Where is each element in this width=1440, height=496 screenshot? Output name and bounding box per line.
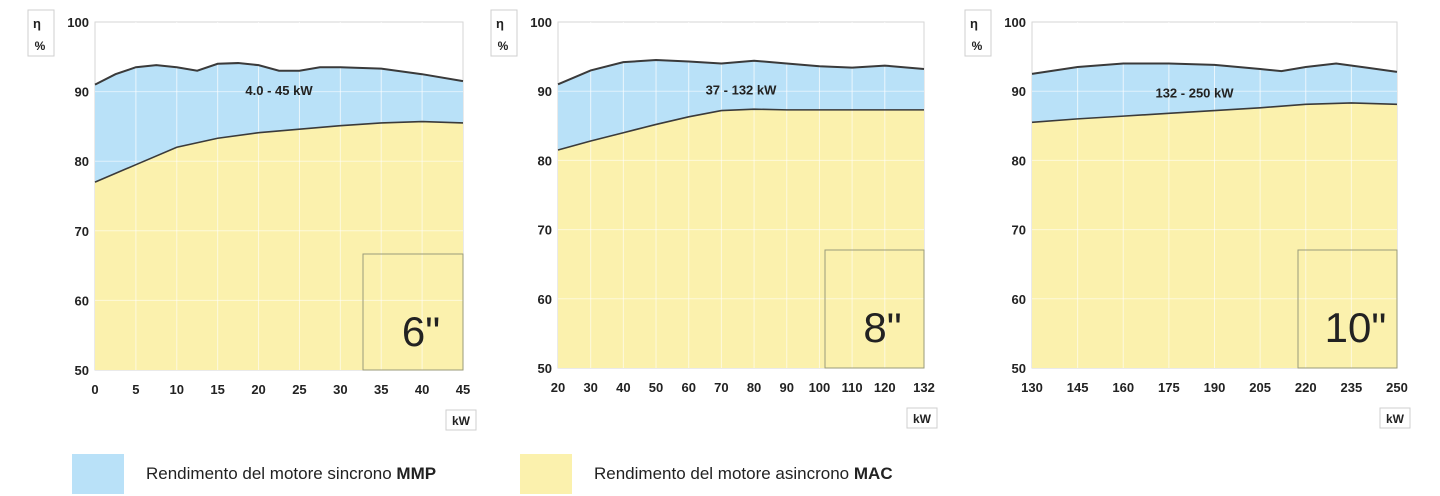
x-tick-label: 5 [132, 382, 139, 397]
x-tick-label: 30 [333, 382, 347, 397]
mmp-area [95, 63, 463, 183]
y-label-percent: % [972, 39, 983, 53]
mmp-curve [94, 62, 464, 86]
x-tick-label: 70 [714, 380, 728, 395]
y-label-box [27, 9, 55, 57]
x-label-box [906, 407, 938, 429]
y-label-eta: η [33, 16, 41, 31]
x-tick-label: 40 [616, 380, 630, 395]
y-tick-label: 60 [538, 292, 552, 307]
y-tick-label: 90 [538, 84, 552, 99]
x-tick-label: 160 [1112, 380, 1134, 395]
y-tick-label: 70 [75, 224, 89, 239]
size-box [1297, 249, 1398, 369]
y-tick-label: 80 [538, 153, 552, 168]
y-tick-label: 60 [1012, 292, 1026, 307]
x-tick-label: 190 [1204, 380, 1226, 395]
x-tick-label: 250 [1386, 380, 1408, 395]
x-tick-label: 120 [874, 380, 896, 395]
x-tick-label: 220 [1295, 380, 1317, 395]
y-tick-label: 100 [1004, 15, 1026, 30]
mmp-curve [1031, 62, 1398, 75]
x-tick-label: 0 [91, 382, 98, 397]
x-tick-label: 20 [551, 380, 565, 395]
x-tick-label: 90 [780, 380, 794, 395]
y-label-box [964, 9, 992, 57]
x-tick-label: 205 [1249, 380, 1271, 395]
x-tick-label: 35 [374, 382, 388, 397]
y-label-box [490, 9, 518, 57]
y-tick-label: 80 [1012, 153, 1026, 168]
legend-label-mac: Rendimento del motore asincrono MAC [594, 464, 893, 483]
x-tick-label: 130 [1021, 380, 1043, 395]
range-label: 4.0 - 45 kW [245, 83, 313, 98]
y-label-percent: % [35, 39, 46, 53]
x-tick-label: 100 [809, 380, 831, 395]
size-box [824, 249, 925, 369]
y-tick-label: 60 [75, 293, 89, 308]
mmp-area [558, 60, 924, 151]
legend-swatch-mmp [72, 454, 124, 494]
y-tick-label: 70 [538, 223, 552, 238]
x-tick-label: 50 [649, 380, 663, 395]
range-label: 37 - 132 kW [706, 83, 778, 98]
y-tick-label: 50 [538, 361, 552, 376]
y-tick-label: 80 [75, 154, 89, 169]
mmp-curve [557, 59, 925, 86]
y-tick-label: 100 [530, 15, 552, 30]
x-tick-label: 145 [1067, 380, 1089, 395]
y-tick-label: 100 [67, 15, 89, 30]
x-tick-label: 235 [1341, 380, 1363, 395]
x-tick-label: 20 [251, 382, 265, 397]
x-tick-label: 175 [1158, 380, 1180, 395]
mac-curve [1031, 102, 1398, 124]
size-label: 6" [402, 308, 440, 355]
range-label: 132 - 250 kW [1155, 86, 1234, 101]
x-tick-label: 25 [292, 382, 306, 397]
mac-curve [557, 108, 924, 151]
y-tick-label: 50 [75, 363, 89, 378]
x-tick-label: 132 [913, 380, 935, 395]
x-label-box [1379, 407, 1411, 429]
legend-swatch-mac [520, 454, 572, 494]
y-tick-label: 90 [1012, 84, 1026, 99]
x-tick-label: 15 [210, 382, 224, 397]
y-tick-label: 90 [75, 85, 89, 100]
mac-area [558, 109, 924, 368]
chart-1: 6" 4.0 - 45 kW 50 60 70 80 90 100 0 5 10 15 20 25 30 35… [27, 9, 477, 431]
y-label-percent: % [498, 39, 509, 53]
mac-area [95, 121, 463, 370]
x-tick-label: 80 [747, 380, 761, 395]
chart-2: 8" 37 - 132 kW 50 60 70 80 90 100 20 30 40 50 60 70 80… [490, 9, 938, 429]
size-label: 10" [1325, 304, 1387, 351]
y-label-eta: η [970, 16, 978, 31]
y-label-eta: η [496, 16, 504, 31]
x-label: kW [1386, 412, 1405, 426]
legend-item-mac: Rendimento del motore asincrono MAC [520, 452, 893, 496]
y-tick-label: 70 [1012, 223, 1026, 238]
size-label: 8" [863, 304, 901, 351]
efficiency-charts: 6" 4.0 - 45 kW 50 60 70 80 90 100 0 5 10 15 20 25 30 35… [27, 9, 1411, 431]
chart-3: 10" 132 - 250 kW 50 60 70 80 90 100 130 145 160 175… [964, 9, 1411, 429]
legend-label-mmp: Rendimento del motore sincrono MMP [146, 464, 437, 483]
x-tick-label: 110 [842, 380, 863, 395]
legend-item-mmp: Rendimento del motore sincrono MMP [72, 452, 436, 496]
x-tick-label: 60 [681, 380, 695, 395]
x-label: kW [452, 414, 471, 428]
x-tick-label: 40 [415, 382, 429, 397]
x-label: kW [913, 412, 932, 426]
x-tick-label: 30 [583, 380, 597, 395]
x-label-box [445, 409, 477, 431]
y-tick-label: 50 [1012, 361, 1026, 376]
x-tick-label: 10 [170, 382, 184, 397]
mac-curve [94, 120, 464, 183]
size-box [362, 253, 464, 371]
x-tick-label: 45 [456, 382, 470, 397]
